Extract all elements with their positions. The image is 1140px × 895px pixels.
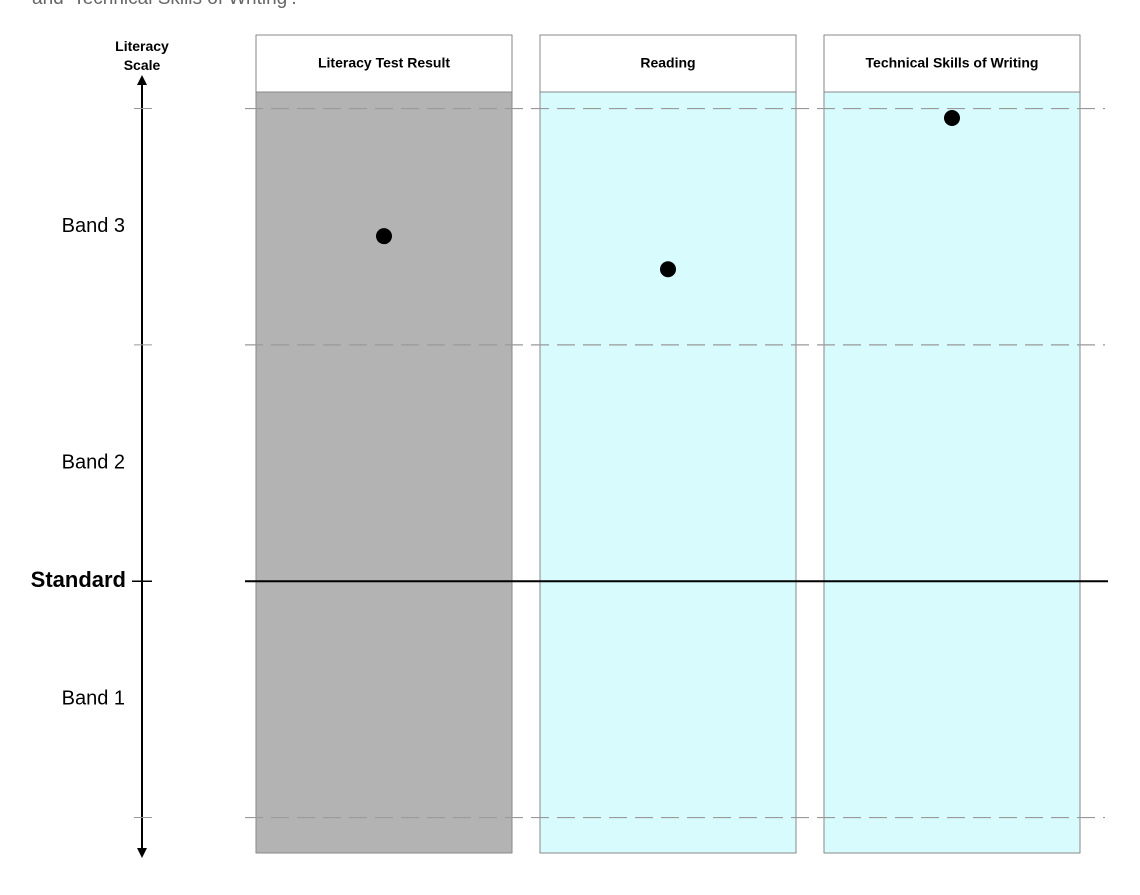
dot <box>660 261 676 278</box>
column-title: Literacy Test Result <box>318 55 450 71</box>
column-title: Technical Skills of Writing <box>866 55 1039 71</box>
dot <box>376 228 392 245</box>
column-header <box>255 34 513 93</box>
y-tick-label: Band 1 <box>62 688 125 710</box>
column <box>255 91 513 854</box>
y-tick-label: Band 3 <box>62 215 125 237</box>
column-header <box>539 34 797 93</box>
column <box>539 91 797 854</box>
y-tick-label: Band 2 <box>62 451 125 473</box>
caption: and ‘Technical Skills of Writing’. <box>32 0 297 10</box>
dot <box>944 109 960 126</box>
standard-label: Standard <box>31 567 126 592</box>
y-axis-title: Literacy Scale <box>115 38 169 73</box>
column-title: Reading <box>640 55 695 71</box>
column <box>823 91 1081 854</box>
